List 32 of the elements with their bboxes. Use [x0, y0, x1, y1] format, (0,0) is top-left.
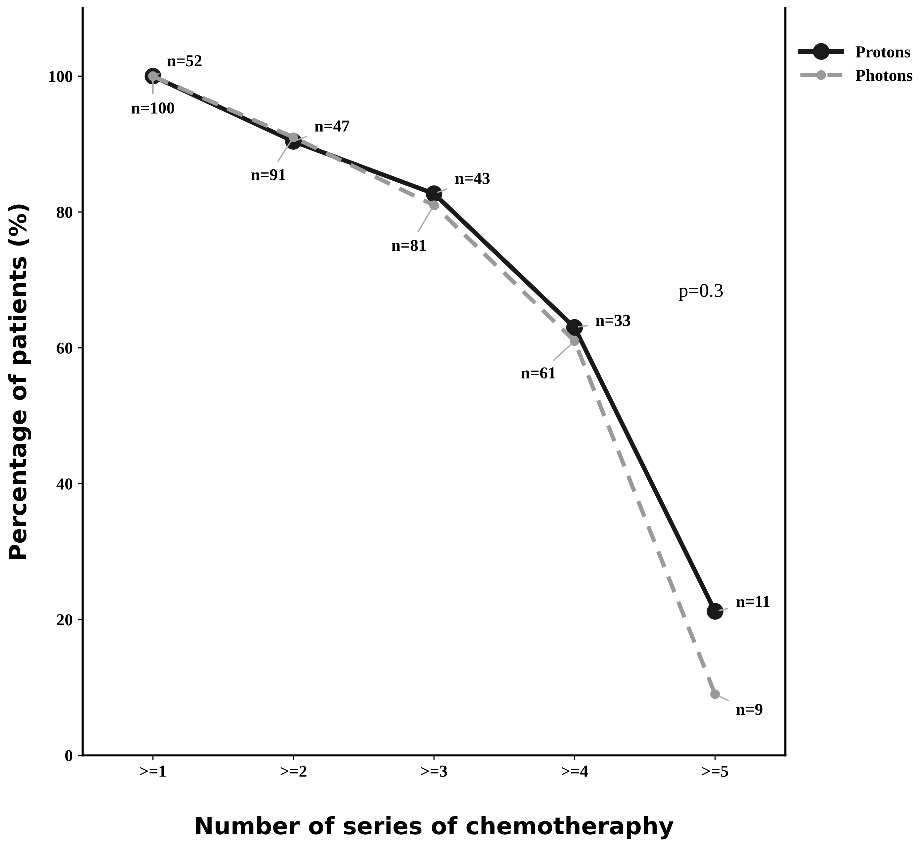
x-tick-label: >=3	[421, 766, 448, 778]
y-tick-label: 20	[57, 614, 73, 626]
annotation: n=9	[736, 704, 763, 716]
y-tick-label: 40	[56, 478, 73, 490]
annotation: n=81	[392, 240, 426, 252]
x-tick-label: >=2	[280, 766, 307, 777]
x-tick-label: >=5	[702, 766, 728, 778]
x-tick-label: >=1	[140, 766, 166, 777]
annotation: p=0.3	[679, 284, 724, 302]
point	[566, 319, 584, 336]
annotation: n=11	[736, 596, 770, 608]
y-tick-label: 0	[65, 750, 73, 762]
legend-label: Protons	[856, 46, 910, 58]
annotation: n=47	[314, 120, 350, 132]
annotation: n=33	[596, 315, 630, 326]
y-tick-label: 100	[50, 71, 73, 82]
point	[429, 200, 440, 210]
point	[570, 336, 580, 346]
annotation: n=91	[251, 169, 286, 181]
annotation: n=61	[521, 368, 556, 379]
point	[710, 690, 720, 700]
y-tick-label: 80	[57, 206, 73, 218]
annotation: n=100	[132, 102, 174, 114]
x-axis-title: Number of series of chemotheraphy	[196, 816, 674, 840]
point	[707, 603, 724, 620]
x-tick-label: >=4	[562, 766, 588, 777]
legend-label: Photons	[856, 70, 913, 82]
annotation: n=52	[168, 55, 202, 67]
point	[426, 186, 443, 202]
annotation: n=43	[456, 172, 490, 184]
y-tick-label: 60	[57, 342, 73, 354]
y-axis-title: Percentage of patients (%)	[8, 204, 32, 560]
